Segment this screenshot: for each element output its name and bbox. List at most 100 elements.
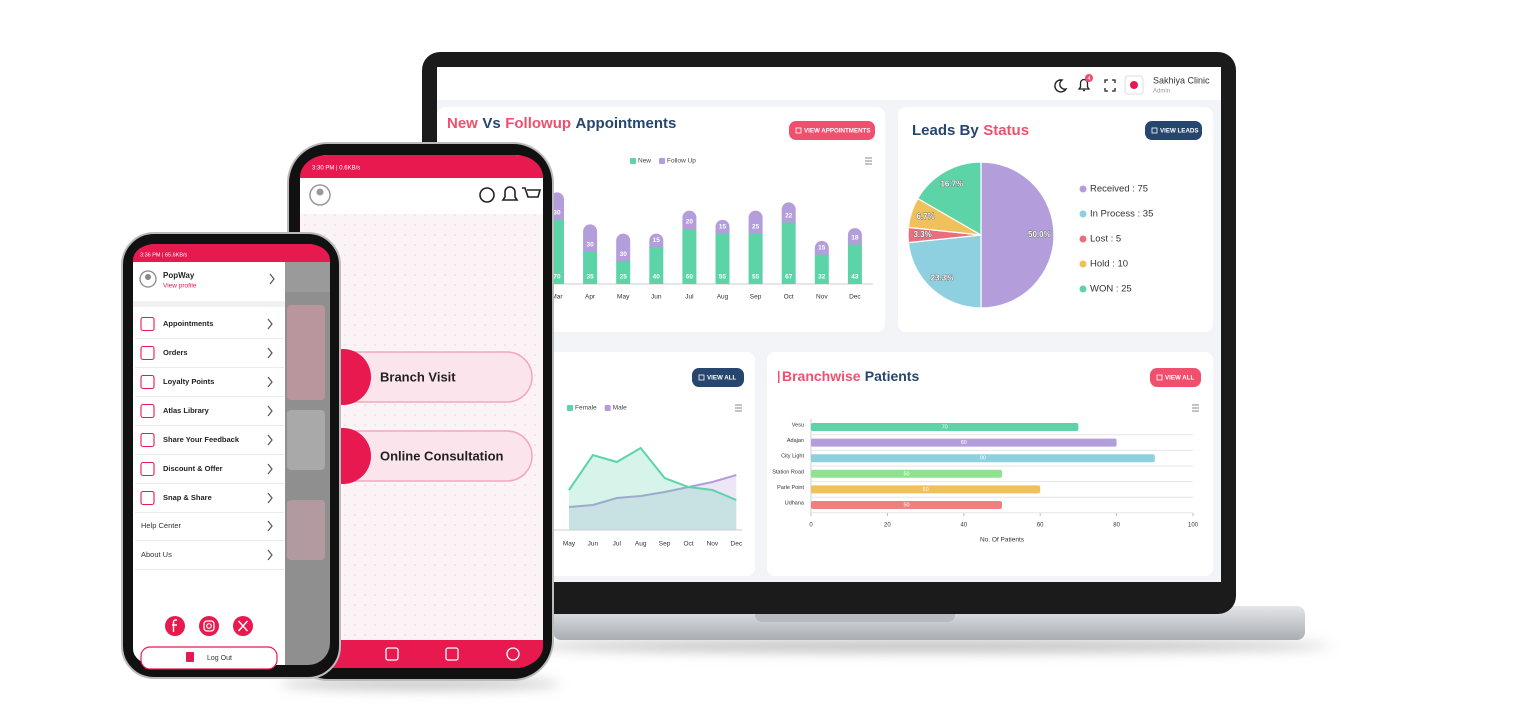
option-label[interactable]: Branch Visit (380, 369, 456, 384)
profile-avatar[interactable] (139, 270, 157, 288)
bar-value: 70 (553, 274, 561, 281)
pie-slice (907, 234, 982, 309)
bar-segment (847, 244, 862, 284)
bar-segment (781, 222, 796, 284)
bar-segment (715, 233, 730, 284)
bar-value: 67 (785, 274, 793, 281)
button-label[interactable]: VIEW LEADS (1160, 128, 1199, 135)
x-tick-label: Sep (750, 294, 762, 301)
phone-screen (300, 155, 543, 668)
button[interactable] (692, 368, 744, 387)
menu-item[interactable]: Share Your Feedback (163, 435, 240, 444)
pie-slice (916, 161, 982, 237)
button[interactable] (1150, 368, 1201, 387)
legend-label: Received : 75 (1090, 184, 1148, 195)
chart-menu[interactable] (1192, 404, 1199, 412)
chart-menu[interactable] (865, 157, 872, 165)
slice-label: 3.3% (913, 230, 931, 239)
bar-value: 50 (903, 502, 909, 508)
title-part: New (447, 115, 478, 132)
x-tick-label: Nov (707, 541, 719, 548)
legend-swatch (567, 405, 573, 411)
instagram-button[interactable] (199, 616, 219, 636)
y-tick-label: Parle Point (777, 485, 804, 491)
legend-swatch (630, 158, 636, 164)
nav-icon[interactable] (506, 647, 520, 661)
logout-button[interactable] (140, 646, 278, 670)
dark-mode-icon[interactable] (1054, 79, 1068, 93)
x-tick-label: Jul (685, 294, 694, 301)
title-accent-bar (778, 371, 780, 383)
menu-item[interactable]: Discount & Offer (163, 464, 223, 473)
chevron (269, 273, 275, 285)
bar-value: 30 (553, 210, 561, 217)
x-tick-label: Aug (717, 294, 729, 301)
menu-item[interactable]: Appointments (163, 319, 213, 328)
bell-icon[interactable] (1077, 78, 1091, 92)
profile-link[interactable]: View profile (163, 283, 197, 290)
option-label[interactable]: Online Consultation (380, 448, 504, 463)
nav-icon[interactable] (445, 647, 459, 661)
location-icon[interactable] (479, 187, 495, 203)
bar-value: 60 (686, 274, 694, 281)
dimmed-image (287, 500, 325, 560)
y-tick-label: Vesu (792, 422, 804, 428)
legend-swatch (659, 158, 666, 164)
button-label[interactable]: VIEW ALL (707, 375, 737, 382)
chevron (267, 463, 273, 475)
bell-icon[interactable] (501, 186, 519, 201)
pie-slice (980, 161, 1055, 309)
logout-label[interactable]: Log Out (207, 655, 232, 662)
button[interactable] (789, 121, 875, 140)
bar-value: 15 (653, 237, 661, 244)
nav-icon[interactable] (385, 647, 399, 661)
chevron (267, 434, 273, 446)
menu-item[interactable]: Help Center (141, 521, 182, 530)
user-role: Admin (1153, 89, 1170, 95)
x-axis-label: No. Of Patients (980, 537, 1025, 544)
bar-value: 15 (719, 223, 727, 230)
button[interactable] (1145, 121, 1202, 140)
dimmed-image (287, 410, 325, 470)
bar-value: 22 (785, 212, 793, 219)
menu-item[interactable]: About Us (141, 550, 172, 559)
x-tick-label: Aug (635, 541, 647, 548)
chart-menu[interactable] (735, 404, 742, 412)
bar-value: 30 (586, 242, 594, 249)
button-icon (698, 374, 705, 381)
menu-item[interactable]: Atlas Library (163, 406, 210, 415)
x-tick-label: 80 (1113, 523, 1120, 529)
menu-icon (140, 403, 155, 419)
fullscreen-icon[interactable] (1104, 79, 1116, 92)
button-icon (1151, 127, 1158, 134)
x-tick-label: Dec (849, 294, 861, 301)
bar-value: 55 (719, 274, 727, 281)
x-tick-label: Jul (613, 541, 622, 548)
menu-item[interactable]: Orders (163, 348, 188, 357)
menu-icon (140, 432, 155, 448)
menu-item[interactable]: Loyalty Points (163, 377, 214, 386)
bar-segment (649, 247, 664, 284)
dimmed-image (287, 305, 325, 400)
legend-label: New (638, 158, 651, 165)
cart-icon[interactable] (522, 187, 542, 198)
bar-value: 70 (942, 424, 948, 430)
phone-small-content: 3:36 PM | 65.6KB/s PopWay View profile Appo… (135, 252, 284, 662)
line (568, 446, 737, 501)
button-label[interactable]: VIEW ALL (1165, 375, 1195, 382)
card (767, 352, 1213, 576)
legend-label: In Process : 35 (1090, 209, 1153, 220)
bar-value: 55 (752, 274, 760, 281)
bar (811, 438, 1117, 447)
x-tick-label: Mar (551, 294, 563, 301)
legend-label: Lost : 5 (1090, 234, 1121, 245)
title-part: Leads By (912, 122, 979, 139)
facebook-button[interactable] (165, 616, 185, 636)
button-label[interactable]: VIEW APPOINTMENTS (804, 128, 870, 135)
bar (811, 423, 1079, 431)
x-tick-label: 60 (1037, 523, 1044, 529)
x-glyph (237, 620, 249, 632)
divider (133, 301, 285, 307)
menu-item[interactable]: Snap & Share (163, 493, 212, 502)
